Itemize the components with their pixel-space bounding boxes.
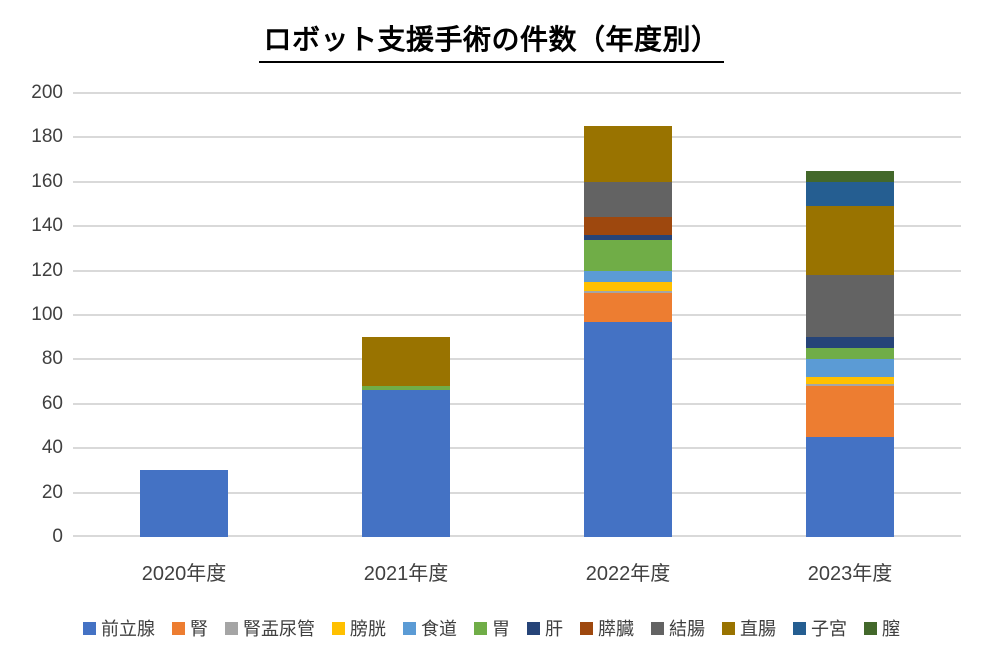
gridline — [73, 92, 961, 94]
legend-label: 膣 — [882, 619, 900, 639]
gridline — [73, 314, 961, 316]
bar-segment — [584, 126, 672, 182]
legend: 前立腺 腎 腎盂尿管 膀胱 食道 胃 肝 膵臓 結腸 直腸 子宮 膣 — [0, 615, 983, 641]
gridline — [73, 225, 961, 228]
legend-swatch-icon — [83, 621, 96, 635]
legend-label: 子宮 — [811, 619, 847, 639]
bar-segment — [806, 206, 894, 276]
legend-item: 腎 — [172, 615, 208, 641]
bar-segment — [806, 383, 894, 387]
y-axis-label: 120 — [31, 259, 63, 281]
legend-item: 膣 — [864, 615, 900, 641]
legend-item: 子宮 — [793, 615, 847, 641]
legend-item: 胃 — [474, 615, 510, 641]
y-axis-label: 80 — [41, 348, 63, 370]
legend-item: 肝 — [527, 615, 563, 641]
legend-label: 結腸 — [669, 619, 705, 639]
legend-swatch-icon — [403, 621, 416, 635]
bar-segment — [362, 337, 450, 387]
legend-label: 肝 — [545, 619, 563, 639]
legend-swatch-icon — [793, 621, 806, 635]
gridline — [73, 269, 961, 272]
gridline — [73, 358, 961, 361]
legend-swatch-icon — [722, 621, 735, 635]
legend-swatch-icon — [332, 621, 345, 635]
legend-item: 前立腺 — [83, 615, 155, 641]
gridline — [73, 402, 961, 405]
stacked-bar — [584, 126, 672, 537]
bar-segment — [584, 235, 672, 240]
legend-item: 直腸 — [722, 615, 776, 641]
legend-swatch-icon — [172, 621, 185, 635]
chart-title-text: ロボット支援手術の件数（年度別） — [259, 18, 724, 63]
x-axis-label: 2023年度 — [807, 563, 893, 585]
bar-segment — [806, 437, 894, 537]
bar-segment — [584, 270, 672, 282]
legend-swatch-icon — [864, 621, 877, 635]
gridline — [73, 180, 961, 183]
bar-segment — [584, 217, 672, 236]
plot-area — [73, 92, 961, 537]
bar-segment — [362, 386, 450, 391]
legend-label: 腎 — [190, 619, 208, 639]
bar-segment — [362, 390, 450, 537]
bar-segment — [806, 386, 894, 438]
stacked-bar — [140, 470, 228, 537]
bar-segment — [584, 281, 672, 291]
bar-segment — [806, 337, 894, 349]
legend-label: 胃 — [492, 619, 510, 639]
y-axis-label: 180 — [31, 126, 63, 148]
bar-segment — [584, 290, 672, 293]
bar-segment — [140, 470, 228, 537]
legend-label: 直腸 — [740, 619, 776, 639]
gridline — [73, 136, 961, 139]
legend-item: 腎盂尿管 — [225, 615, 315, 641]
y-axis-label: 160 — [31, 170, 63, 192]
legend-item: 膀胱 — [332, 615, 386, 641]
x-axis-label: 2021年度 — [363, 563, 449, 585]
y-axis-label: 20 — [41, 481, 63, 503]
y-axis-label: 140 — [31, 215, 63, 237]
legend-item: 食道 — [403, 615, 457, 641]
legend-swatch-icon — [225, 621, 238, 635]
y-axis-label: 0 — [52, 526, 63, 547]
legend-swatch-icon — [651, 621, 664, 635]
y-axis-label: 100 — [31, 304, 63, 325]
legend-item: 結腸 — [651, 615, 705, 641]
bar-segment — [584, 239, 672, 271]
y-axis-label: 200 — [31, 82, 63, 103]
bar-segment — [806, 377, 894, 384]
bar-segment — [584, 321, 672, 537]
bar-segment — [806, 348, 894, 360]
y-axis-label: 40 — [41, 437, 63, 459]
gridline — [73, 535, 961, 537]
bar-segment — [806, 275, 894, 338]
y-axis-label: 60 — [41, 392, 63, 414]
bar-segment — [806, 181, 894, 207]
bar-segment — [806, 170, 894, 182]
legend-label: 前立腺 — [101, 619, 155, 639]
legend-swatch-icon — [474, 621, 487, 635]
x-axis-label: 2020年度 — [141, 563, 227, 585]
legend-swatch-icon — [527, 621, 540, 635]
legend-label: 膵臓 — [598, 619, 634, 639]
gridline — [73, 447, 961, 450]
legend-label: 食道 — [421, 619, 457, 639]
bar-segment — [806, 359, 894, 378]
stacked-bar — [362, 337, 450, 537]
bar-segment — [584, 292, 672, 322]
legend-item: 膵臓 — [580, 615, 634, 641]
bar-segment — [584, 181, 672, 218]
legend-label: 膀胱 — [350, 619, 386, 639]
chart-title: ロボット支援手術の件数（年度別） — [0, 18, 983, 63]
legend-label: 腎盂尿管 — [243, 619, 315, 639]
legend-swatch-icon — [580, 621, 593, 635]
gridline — [73, 491, 961, 494]
x-axis-label: 2022年度 — [585, 563, 671, 585]
stacked-bar — [806, 170, 894, 537]
